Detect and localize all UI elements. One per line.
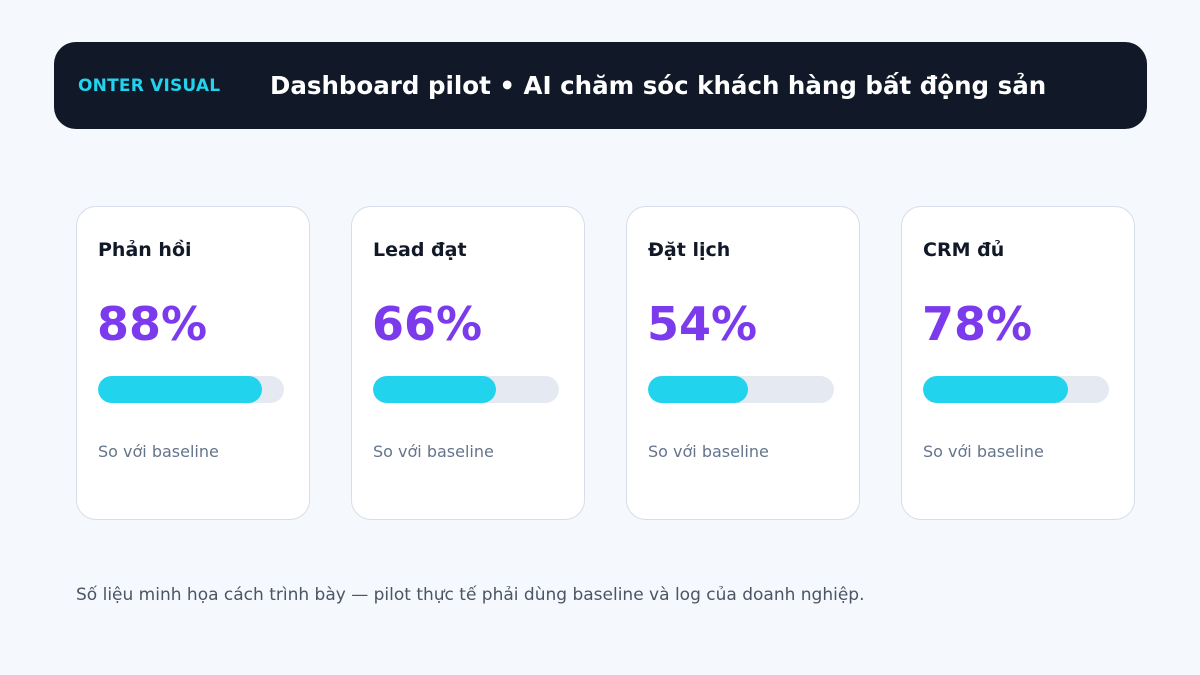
kpi-note: So với baseline	[648, 442, 769, 461]
kpi-note: So với baseline	[98, 442, 219, 461]
progress-fill	[373, 376, 496, 403]
brand-logo-text: ONTER VISUAL	[78, 75, 221, 96]
progress-track	[373, 376, 559, 403]
kpi-label: CRM đủ	[923, 239, 1005, 261]
progress-fill	[98, 376, 262, 403]
kpi-note: So với baseline	[373, 442, 494, 461]
page-title: Dashboard pilot • AI chăm sóc khách hàng…	[270, 71, 1047, 100]
kpi-card-crm-du: CRM đủ 78% So với baseline	[901, 206, 1135, 520]
kpi-value: 54%	[647, 297, 758, 351]
kpi-card-lead-dat: Lead đạt 66% So với baseline	[351, 206, 585, 520]
progress-fill	[923, 376, 1069, 403]
header-banner: ONTER VISUAL Dashboard pilot • AI chăm s…	[54, 42, 1147, 129]
kpi-note: So với baseline	[923, 442, 1044, 461]
kpi-label: Đặt lịch	[648, 239, 731, 261]
kpi-label: Phản hồi	[98, 239, 192, 261]
progress-fill	[648, 376, 749, 403]
kpi-value: 88%	[97, 297, 208, 351]
progress-track	[98, 376, 284, 403]
kpi-value: 78%	[922, 297, 1033, 351]
progress-track	[648, 376, 834, 403]
kpi-value: 66%	[372, 297, 483, 351]
kpi-card-dat-lich: Đặt lịch 54% So với baseline	[626, 206, 860, 520]
progress-track	[923, 376, 1109, 403]
kpi-card-phan-hoi: Phản hồi 88% So với baseline	[76, 206, 310, 520]
kpi-label: Lead đạt	[373, 239, 467, 261]
footnote: Số liệu minh họa cách trình bày — pilot …	[76, 585, 865, 605]
